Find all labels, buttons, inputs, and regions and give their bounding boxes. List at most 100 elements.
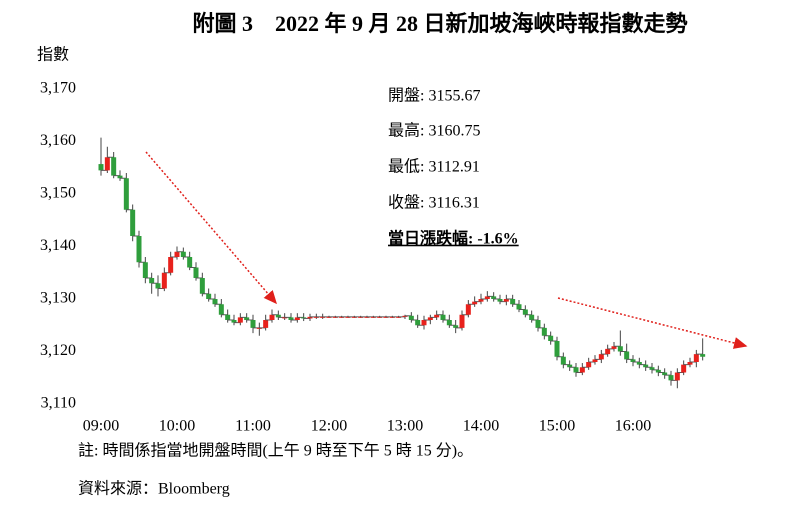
- candle-body: [655, 369, 661, 373]
- candle-body: [472, 301, 478, 305]
- y-tick-label: 3,120: [40, 342, 76, 359]
- candle-body: [263, 320, 269, 328]
- candle-body: [503, 299, 509, 302]
- candle-body: [624, 351, 630, 360]
- candle-body: [598, 354, 604, 360]
- candle-body: [307, 316, 313, 319]
- candle-body: [529, 314, 535, 320]
- candle-body: [408, 315, 414, 320]
- candle-body: [560, 356, 566, 365]
- candle-body: [275, 314, 281, 318]
- candle-body: [212, 299, 218, 305]
- candle-body: [415, 320, 421, 326]
- candle-body: [301, 317, 307, 319]
- candle-body: [111, 157, 117, 176]
- candle-body: [187, 257, 193, 268]
- candle-body: [161, 272, 167, 289]
- candle-body: [478, 299, 484, 302]
- y-tick-label: 3,140: [40, 237, 76, 254]
- candle-body: [693, 354, 699, 362]
- y-tick-label: 3,160: [40, 132, 76, 149]
- candle-body: [687, 362, 693, 365]
- y-tick-label: 3,150: [40, 185, 76, 202]
- source: 資料來源：Bloomberg: [78, 480, 230, 498]
- candle-body: [199, 278, 205, 294]
- trend-arrow: [557, 297, 748, 349]
- y-axis-label: 指數: [37, 46, 69, 64]
- y-tick-label: 3,170: [40, 80, 76, 97]
- candle-body: [269, 314, 275, 320]
- x-tick-label: 16:00: [615, 418, 651, 435]
- candle-body: [427, 317, 433, 320]
- candle-body: [586, 362, 592, 368]
- x-tick-label: 09:00: [83, 418, 119, 435]
- candle-body: [459, 314, 465, 328]
- candle-body: [662, 372, 668, 376]
- candle-body: [649, 367, 655, 370]
- candle-body: [225, 314, 231, 320]
- candle-body: [440, 314, 446, 320]
- candle-body: [541, 327, 547, 336]
- candle-body: [250, 320, 256, 328]
- candle-body: [643, 364, 649, 368]
- candle-body: [674, 372, 680, 381]
- x-tick-label: 11:00: [235, 418, 271, 435]
- x-tick-label: 15:00: [539, 418, 575, 435]
- candle-body: [465, 304, 471, 315]
- candle-body: [117, 175, 123, 179]
- candle-body: [548, 335, 554, 341]
- candle-body: [636, 362, 642, 365]
- candle-body: [434, 314, 440, 318]
- candle-body: [554, 341, 560, 357]
- candle-body: [123, 178, 129, 210]
- candle-body: [491, 296, 497, 299]
- candle-body: [510, 299, 516, 305]
- x-tick-label: 10:00: [159, 418, 195, 435]
- annotation: 收盤: 3116.31: [388, 194, 480, 212]
- candle-body: [104, 157, 110, 171]
- chart-title: 附圖 3 2022 年 9 月 28 日新加坡海峽時報指數走勢: [192, 11, 687, 36]
- candle-body: [522, 309, 528, 315]
- trend-arrow: [145, 151, 277, 305]
- candle-body: [567, 364, 573, 368]
- candle-body: [421, 320, 427, 326]
- annotation: 最高: 3160.75: [388, 122, 480, 140]
- candle-body: [168, 257, 174, 273]
- candle-body: [668, 375, 674, 381]
- candle-body: [193, 267, 199, 278]
- candle-body: [155, 283, 161, 289]
- candle-body: [142, 262, 148, 278]
- candle-body: [206, 293, 212, 299]
- candle-body: [535, 320, 541, 328]
- change-annotation: 當日漲跌幅: -1.6%: [388, 229, 519, 248]
- candle-body: [579, 367, 585, 373]
- candle-body: [681, 364, 687, 373]
- candle-body: [174, 251, 180, 257]
- candle-body: [630, 359, 636, 362]
- candle-body: [149, 278, 155, 284]
- candle-body: [605, 348, 611, 355]
- candle-body: [592, 359, 598, 362]
- candle-body: [617, 346, 623, 352]
- candle-body: [497, 299, 503, 302]
- annotation: 最低: 3112.91: [388, 158, 480, 176]
- y-tick-label: 3,110: [41, 395, 76, 412]
- x-tick-label: 12:00: [311, 418, 347, 435]
- candle-body: [244, 317, 250, 320]
- candle-body: [611, 346, 617, 349]
- note: 註: 時間係指當地開盤時間(上午 9 時至下午 5 時 15 分)。: [78, 442, 473, 460]
- x-tick-label: 14:00: [463, 418, 499, 435]
- candle-body: [573, 367, 579, 373]
- candle-body: [180, 251, 186, 257]
- candle-body: [288, 317, 294, 320]
- candle-body: [453, 325, 459, 328]
- candle-body: [294, 317, 300, 320]
- candle-body: [218, 304, 224, 315]
- candle-body: [700, 354, 706, 357]
- candle-body: [130, 209, 136, 236]
- y-tick-label: 3,130: [40, 290, 76, 307]
- candle-body: [98, 164, 104, 171]
- candle-body: [402, 315, 408, 317]
- candle-body: [446, 320, 452, 326]
